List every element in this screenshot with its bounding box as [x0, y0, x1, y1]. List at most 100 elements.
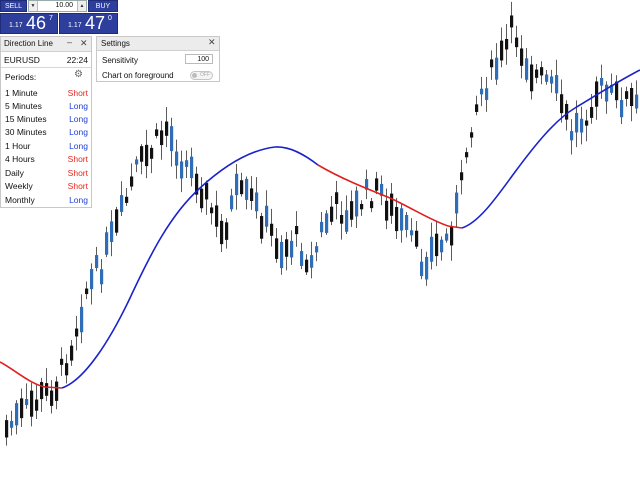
ask-price-pipette: 0 — [108, 15, 112, 22]
candle-body — [210, 207, 214, 214]
candle-body — [445, 233, 449, 241]
candle-body — [30, 390, 34, 417]
candle-body — [565, 103, 569, 120]
close-icon[interactable]: ✕ — [80, 38, 88, 48]
direction-line-long-segment — [61, 146, 319, 389]
candle-body — [530, 64, 534, 92]
candle-body — [390, 193, 394, 216]
candle-body — [75, 328, 79, 337]
period-signal: Long — [69, 114, 88, 124]
lot-increase-icon[interactable]: ▲ — [77, 1, 86, 11]
candle-body — [130, 176, 134, 187]
candle-body — [135, 159, 139, 165]
bid-price-button[interactable]: 1.17 46 7 — [0, 13, 58, 34]
bid-price-main: 46 — [26, 13, 47, 33]
candle-body — [255, 192, 259, 212]
period-signal: Long — [69, 141, 88, 151]
candle-body — [420, 261, 424, 277]
period-signal: Long — [69, 195, 88, 205]
candle-body — [510, 15, 514, 28]
period-signal: Long — [69, 127, 88, 137]
period-timeframe: Weekly — [5, 181, 33, 191]
candle-body — [540, 67, 544, 76]
candle-body — [190, 156, 194, 179]
lot-size-stepper[interactable]: ▼ 10.00 ▲ — [28, 0, 87, 12]
candle-body — [285, 239, 289, 257]
candle-body — [225, 222, 229, 240]
ask-price-button[interactable]: 1.17 47 0 — [59, 13, 118, 34]
candle-body — [270, 223, 274, 236]
candle-body — [105, 232, 109, 255]
candle-body — [450, 226, 454, 246]
candle-body — [425, 256, 429, 280]
lot-size-input[interactable]: 10.00 — [55, 2, 73, 9]
candle-body — [570, 131, 574, 141]
buy-button[interactable]: BUY — [88, 0, 118, 12]
candle-body — [365, 179, 369, 190]
candle-body — [385, 200, 389, 221]
candle-body — [300, 251, 304, 266]
candle-body — [395, 207, 399, 232]
lot-decrease-icon[interactable]: ▼ — [29, 1, 38, 11]
period-timeframe: Daily — [5, 168, 24, 178]
candle-body — [170, 126, 174, 152]
candle-body — [485, 88, 489, 100]
toggle-knob — [192, 73, 197, 78]
candle-body — [205, 182, 209, 200]
candle-body — [410, 230, 414, 236]
sensitivity-input[interactable]: 100 — [185, 54, 213, 64]
candle-body — [295, 226, 299, 235]
candle-body — [280, 241, 284, 269]
candle-body — [55, 381, 59, 401]
candle-body — [535, 69, 539, 78]
minimize-icon[interactable]: – — [67, 37, 73, 47]
period-signal: Short — [67, 154, 88, 164]
period-row-monthly: Monthly Long — [1, 195, 91, 208]
candle-body — [380, 183, 384, 196]
candle-body — [240, 180, 244, 195]
candle-body — [160, 130, 164, 146]
direction-line-long-segment — [461, 69, 640, 229]
candle-body — [145, 144, 149, 167]
period-row-1-minute: 1 Minute Short — [1, 88, 91, 101]
candle-body — [435, 233, 439, 257]
candle-body — [175, 151, 179, 166]
candle-body — [360, 203, 364, 210]
candle-body — [50, 390, 54, 406]
candle-body — [550, 76, 554, 84]
candle-body — [585, 120, 589, 126]
candle-body — [35, 399, 39, 411]
period-timeframe: 5 Minutes — [5, 101, 42, 111]
candle-body — [325, 213, 329, 233]
candle-body — [310, 255, 314, 268]
direction-panel-title: Direction Line — [4, 39, 53, 48]
close-icon[interactable]: ✕ — [208, 37, 216, 47]
candle-body — [555, 75, 559, 94]
candle-body — [245, 178, 249, 200]
candle-body — [635, 94, 639, 109]
candle-body — [465, 152, 469, 158]
toggle-state: OFF — [200, 72, 210, 78]
candle-body — [580, 118, 584, 133]
candle-body — [5, 420, 9, 438]
candle-body — [370, 201, 374, 209]
candle-body — [165, 121, 169, 136]
sell-button[interactable]: SELL — [0, 0, 27, 12]
candle-body — [515, 37, 519, 48]
chart-foreground-toggle[interactable]: OFF — [190, 71, 213, 80]
direction-panel-header[interactable]: Direction Line – ✕ — [1, 37, 91, 52]
candle-body — [195, 173, 199, 195]
candle-body — [10, 421, 14, 428]
candle-body — [460, 172, 464, 181]
candle-body — [320, 221, 324, 233]
period-signal: Short — [67, 181, 88, 191]
divider — [1, 67, 91, 68]
candle-body — [455, 192, 459, 214]
settings-panel-header[interactable]: Settings ✕ — [97, 37, 219, 51]
period-signal: Short — [67, 168, 88, 178]
one-click-trade-panel: SELL ▼ 10.00 ▲ BUY 1.17 46 7 1.17 47 0 — [0, 0, 118, 34]
gear-icon[interactable]: ⚙ — [74, 69, 83, 80]
candle-body — [20, 398, 24, 419]
period-row-4-hours: 4 Hours Short — [1, 154, 91, 167]
